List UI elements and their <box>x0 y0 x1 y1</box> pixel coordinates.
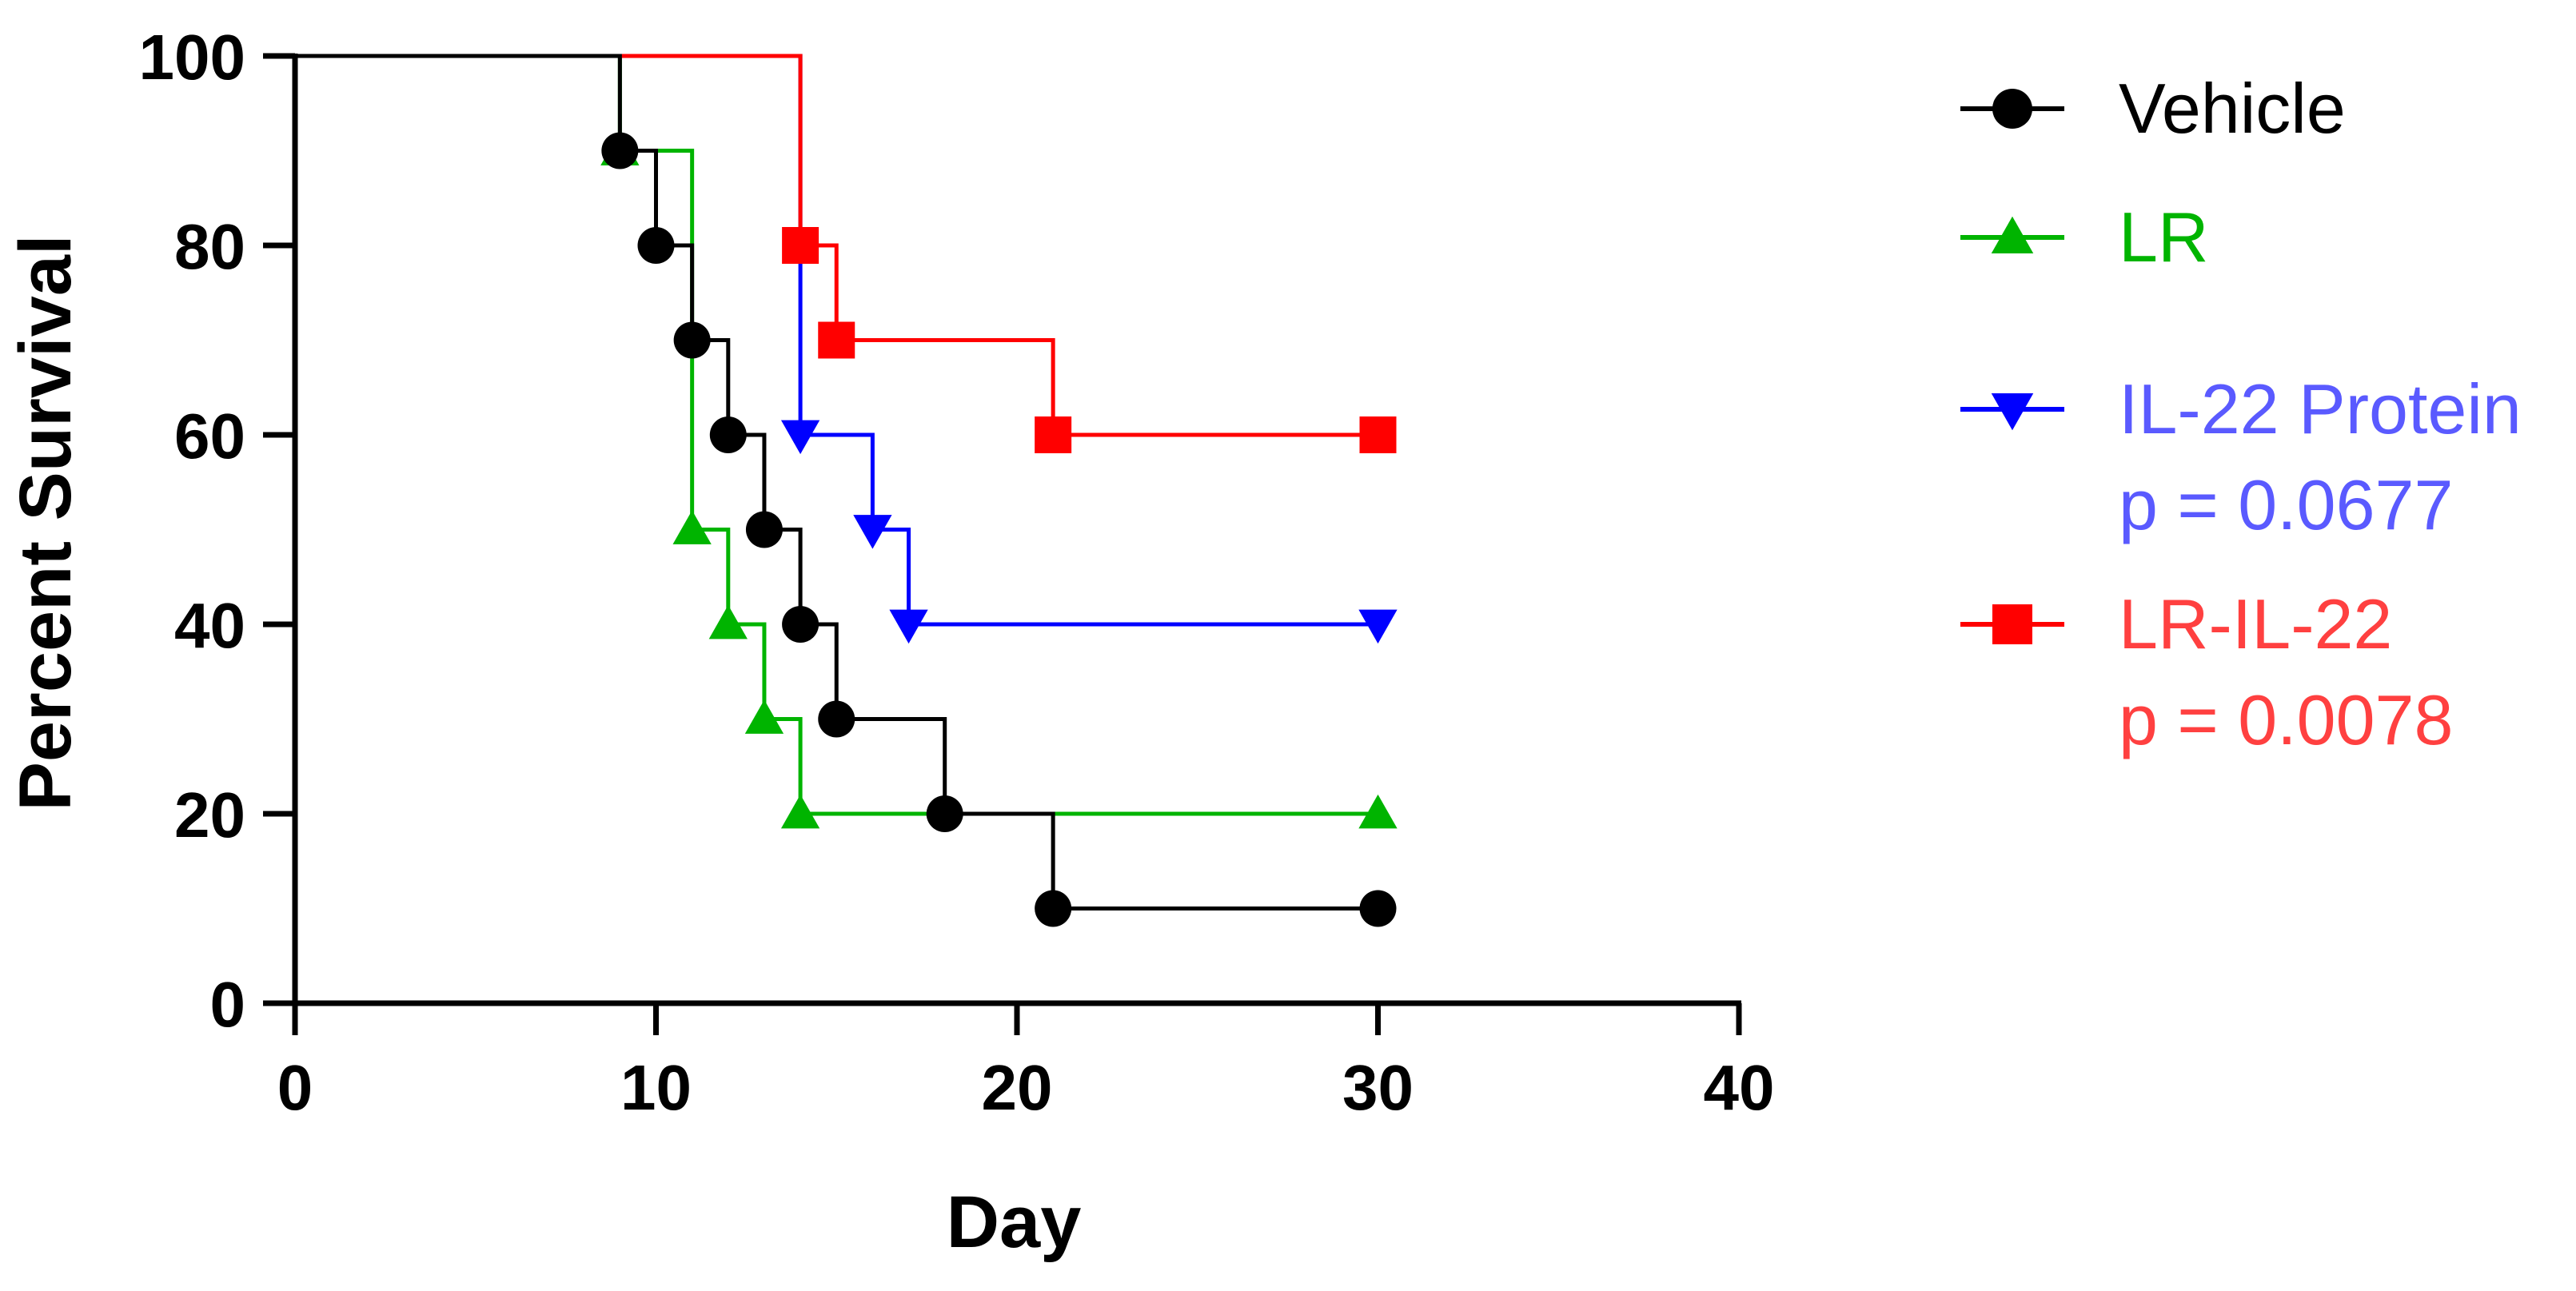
marker-lr-il-22 <box>818 321 855 359</box>
marker-lr <box>708 604 748 640</box>
x-tick-label: 20 <box>982 1052 1053 1123</box>
marker-vehicle <box>926 795 963 832</box>
legend-label: LR <box>2119 197 2209 277</box>
y-tick-label: 100 <box>139 22 245 93</box>
marker-vehicle <box>818 700 855 738</box>
legend: Vehicle LR IL-22 Protein p = 0.0677 LR-IL-22… <box>1960 69 2522 759</box>
legend-swatch-marker <box>1991 216 2034 253</box>
series-lr-il-22 <box>295 54 1397 453</box>
marker-vehicle <box>1359 890 1397 927</box>
legend-label: IL-22 Protein <box>2119 369 2522 448</box>
marker-vehicle <box>601 132 639 169</box>
series-vehicle <box>295 54 1397 927</box>
marker-lr-il-22 <box>1359 416 1397 453</box>
y-axis-title: Percent Survival <box>5 234 86 811</box>
legend-swatch-marker <box>1992 89 2032 129</box>
legend-label: LR-IL-22 <box>2119 584 2392 663</box>
marker-il-22-protein <box>853 515 892 549</box>
legend-swatch-marker <box>1991 393 2034 431</box>
x-tick-label: 0 <box>277 1052 313 1123</box>
curve-lr-il-22 <box>295 54 1378 437</box>
curve-vehicle <box>295 54 1378 910</box>
marker-il-22-protein <box>780 420 820 455</box>
marker-vehicle <box>709 416 747 453</box>
y-tick-label: 20 <box>174 779 245 851</box>
y-tick-label: 80 <box>174 211 245 282</box>
legend-p-value: p = 0.0677 <box>2119 465 2453 544</box>
x-tick-label: 40 <box>1704 1052 1775 1123</box>
x-tick-label: 10 <box>620 1052 692 1123</box>
marker-lr <box>1358 794 1398 829</box>
marker-vehicle <box>782 606 819 643</box>
marker-il-22-protein <box>1358 609 1398 644</box>
legend-swatch-marker <box>1992 604 2032 644</box>
marker-il-22-protein <box>889 609 928 644</box>
marker-vehicle <box>673 321 711 359</box>
marker-vehicle <box>1035 890 1072 927</box>
legend-label: Vehicle <box>2119 69 2346 148</box>
marker-lr-il-22 <box>782 227 819 264</box>
marker-lr <box>672 510 712 544</box>
marker-vehicle <box>637 227 675 264</box>
legend-item-vehicle: Vehicle <box>1960 69 2346 148</box>
axes-layer: 0 10 20 30 40 0 20 40 60 80 100 <box>139 22 1775 1123</box>
x-axis-title: Day <box>947 1181 1082 1263</box>
y-tick-label: 0 <box>210 969 246 1040</box>
marker-lr <box>780 794 820 829</box>
y-tick-label: 40 <box>174 590 245 661</box>
marker-lr-il-22 <box>1035 416 1072 453</box>
series-layer <box>295 54 1398 927</box>
legend-item-lr-il-22: LR-IL-22 p = 0.0078 <box>1960 584 2453 759</box>
legend-item-lr: LR <box>1960 197 2209 277</box>
y-tick-label: 60 <box>174 400 245 472</box>
marker-lr <box>744 699 784 734</box>
legend-item-il-22-protein: IL-22 Protein p = 0.0677 <box>1960 369 2522 544</box>
marker-vehicle <box>745 511 783 548</box>
legend-p-value: p = 0.0078 <box>2119 680 2453 759</box>
x-tick-label: 30 <box>1342 1052 1414 1123</box>
